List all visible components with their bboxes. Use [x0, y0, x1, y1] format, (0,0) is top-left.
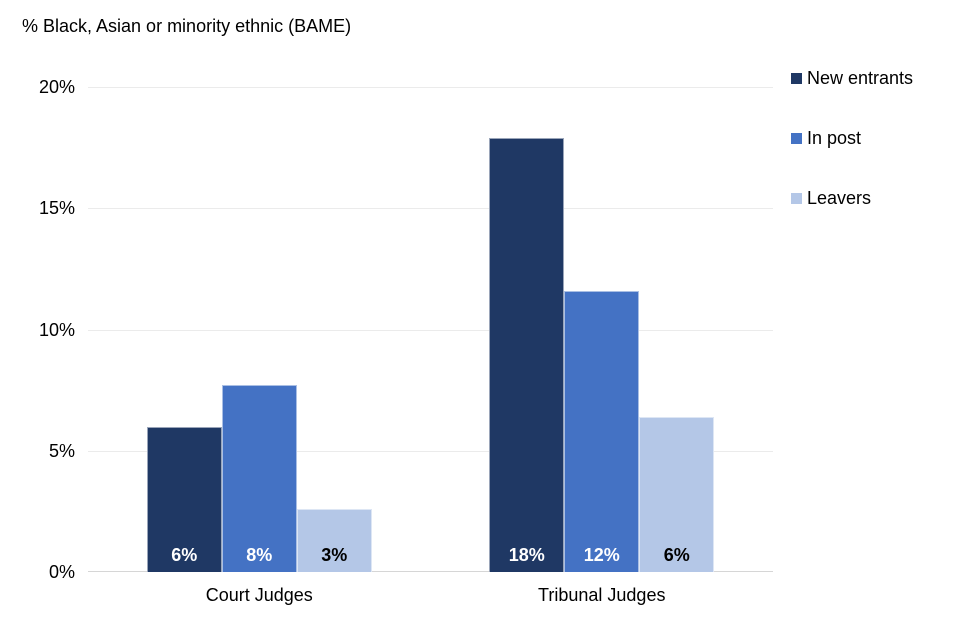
legend-marker-in-post-icon: [791, 132, 802, 144]
legend-marker-new-entrants-icon: [791, 72, 802, 84]
value-label-tribunal-judges-new-entrants: 18%: [508, 544, 545, 565]
bar-court-judges-in-post: 8%: [221, 385, 297, 572]
legend-item-in-post: In post: [791, 127, 913, 149]
y-axis-tick-label-15: 15%: [38, 198, 75, 219]
legend-item-new-entrants: New entrants: [791, 67, 913, 89]
bar-tribunal-judges-in-post: 12%: [564, 290, 640, 572]
x-axis-category-label-court-judges: Court Judges: [205, 585, 313, 605]
x-axis-line: [88, 571, 773, 572]
legend-label-leavers: Leavers: [807, 187, 872, 208]
value-label-court-judges-new-entrants: 6%: [171, 545, 198, 565]
bar-court-judges-new-entrants: 6%: [146, 426, 222, 572]
value-label-tribunal-judges-in-post: 12%: [583, 544, 620, 565]
bar-court-judges-leavers: 3%: [296, 508, 372, 572]
gridline-5: [88, 450, 773, 452]
legend-marker-leavers-icon: [791, 192, 802, 204]
y-axis-tick-label-5: 5%: [48, 440, 75, 461]
legend: New entrants In post Leavers: [791, 67, 913, 247]
y-axis-tick-label-10: 10%: [38, 319, 75, 340]
y-axis-tick-label-0: 0%: [48, 562, 75, 582]
bar-tribunal-judges-new-entrants: 18%: [489, 137, 565, 572]
value-label-tribunal-judges-leavers: 6%: [663, 544, 690, 565]
chart-title: % Black, Asian or minority ethnic (BAME): [22, 16, 352, 36]
x-axis-category-label-tribunal-judges: Tribunal Judges: [538, 585, 666, 605]
plot-area: 0% 5% 10% 15% 20% 6% 8% 3% Court Judges 18% 12% 6% T…: [39, 77, 773, 605]
legend-item-leavers: Leavers: [791, 187, 913, 209]
gridline-20: [88, 87, 773, 88]
gridline-15: [88, 208, 773, 210]
y-axis-tick-label-20: 20%: [38, 77, 75, 97]
value-label-court-judges-in-post: 8%: [246, 544, 273, 565]
gridline-10: [88, 329, 773, 331]
value-label-court-judges-leavers: 3%: [321, 544, 348, 565]
bar-tribunal-judges-leavers: 6%: [639, 416, 715, 572]
legend-label-in-post: In post: [807, 127, 862, 148]
legend-label-new-entrants: New entrants: [807, 67, 914, 88]
